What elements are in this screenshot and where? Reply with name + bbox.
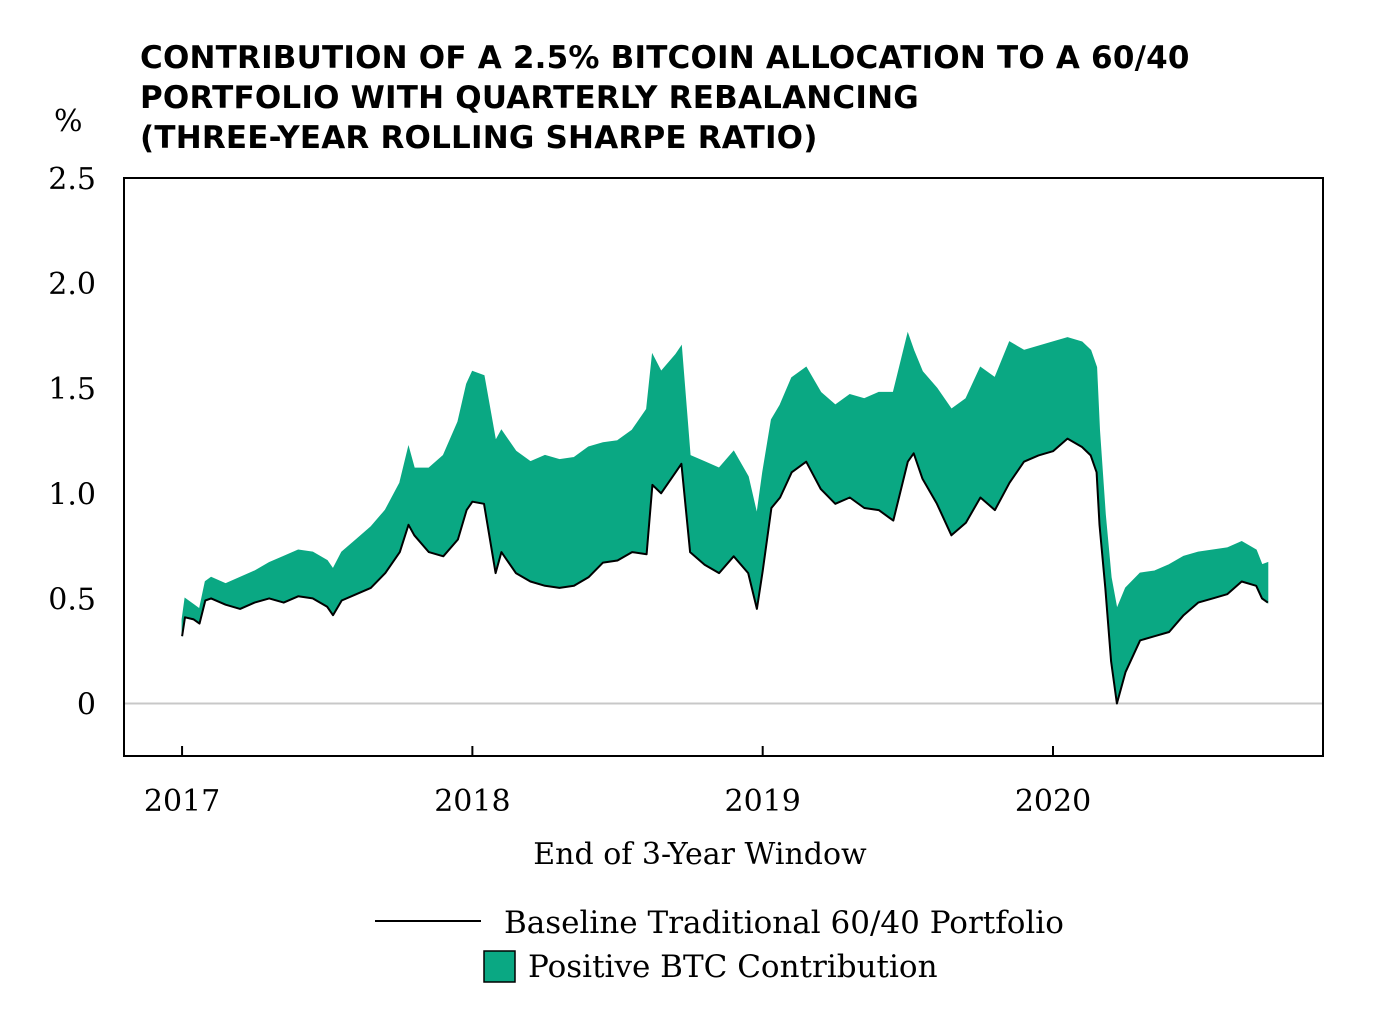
btc-contribution-area — [181, 331, 1269, 704]
baseline-60-40-line — [181, 437, 1269, 705]
x-tick-label: 2018 — [434, 784, 510, 819]
legend-contribution-swatch — [483, 950, 516, 983]
plot-frame — [123, 177, 1324, 757]
y-tick-label: 2.0 — [48, 267, 96, 302]
chart-title-line-2: PORTFOLIO WITH QUARTERLY REBALANCING — [140, 80, 919, 116]
chart-title-line-3: (THREE-YEAR ROLLING SHARPE RATIO) — [140, 120, 818, 156]
y-tick-label: 1.5 — [48, 372, 96, 407]
chart-title-line-1: CONTRIBUTION OF A 2.5% BITCOIN ALLOCATIO… — [140, 40, 1190, 76]
y-tick-label: 1.0 — [48, 477, 96, 512]
y-tick-label: 0 — [77, 687, 96, 722]
y-tick-label: 2.5 — [48, 162, 96, 197]
chart-title: CONTRIBUTION OF A 2.5% BITCOIN ALLOCATIO… — [140, 38, 1340, 158]
y-axis-unit-label: % — [54, 104, 83, 139]
y-tick-label: 0.5 — [48, 582, 96, 617]
legend: Baseline Traditional 60/40 Portfolio Pos… — [375, 905, 1064, 985]
x-tick-label: 2020 — [1015, 784, 1091, 819]
x-tick-label: 2017 — [144, 784, 220, 819]
legend-baseline-label: Baseline Traditional 60/40 Portfolio — [504, 905, 1064, 941]
x-axis-label: End of 3-Year Window — [533, 837, 867, 872]
x-tick-label: 2019 — [725, 784, 801, 819]
legend-contribution-label: Positive BTC Contribution — [528, 949, 938, 985]
